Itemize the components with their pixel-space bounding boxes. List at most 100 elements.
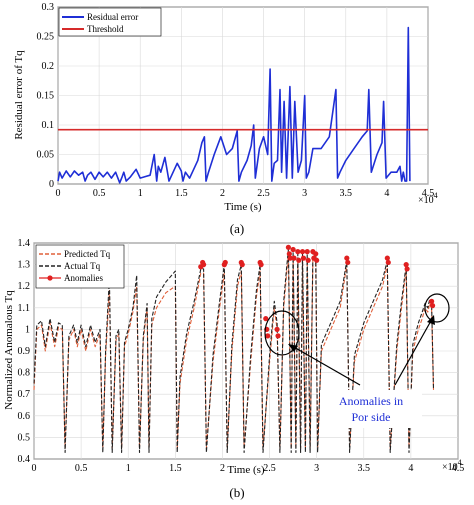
- anomaly-point: [305, 257, 311, 263]
- anomaly-point: [265, 333, 271, 339]
- panel-a-y-tick-label: 0.3: [42, 2, 55, 13]
- annotation-arrow-right: [394, 318, 433, 386]
- panel-a-label: (a): [230, 221, 244, 236]
- anomaly-point: [384, 255, 390, 261]
- arrow-head-right-icon: [427, 315, 435, 325]
- legend-actual-tq-label: Actual Tq: [64, 261, 101, 271]
- panel-b-x-exponent: ×104: [442, 458, 462, 473]
- panel-b-legend-box: [35, 244, 125, 289]
- panel-b-x-tick-label: 3: [314, 463, 319, 474]
- anomaly-point: [275, 333, 281, 339]
- panel-b-x-tick-label: 3.5: [358, 463, 371, 474]
- panel-b-x-tick-label: 4.5: [452, 463, 465, 474]
- panel-a-x-tick-label: 2: [220, 188, 225, 199]
- panel-a-x-tick-label: 4: [384, 188, 389, 199]
- anomaly-point: [304, 249, 310, 255]
- panel-a-y-tick-label: 0.05: [37, 150, 55, 161]
- panel-a-x-ticks: 0 0.5 1 1.5 2 2.5 3 3.5 4 4.5: [56, 188, 435, 199]
- panel-a-y-tick-label: 0.15: [37, 91, 55, 102]
- legend-predicted-tq-label: Predicted Tq: [64, 249, 111, 259]
- anomaly-point: [429, 303, 436, 309]
- panel-b-x-ticks: 0 0.5 1 1.5 2 2.5 3 3.5 4 4.5: [32, 463, 465, 474]
- panel-a-x-exponent: ×104: [418, 191, 438, 206]
- panel-a-x-axis-label: Time (s): [224, 201, 262, 213]
- panel-a-y-ticks: 0 0.05 0.1 0.15 0.2 0.25 0.3: [37, 2, 55, 190]
- panel-b-legend: Predicted Tq Actual Tq Anomalies: [35, 244, 125, 289]
- panel-a-x-tick-label: 1: [138, 188, 143, 199]
- panel-a-y-tick-label: 0.25: [37, 32, 55, 43]
- panel-b-x-tick-label: 2.5: [263, 463, 276, 474]
- anomaly-point: [201, 262, 207, 268]
- panel-a-y-tick-label: 0.2: [42, 61, 55, 72]
- arrow-head-left-icon: [288, 344, 298, 352]
- panel-b-x-tick-label: 2: [220, 463, 225, 474]
- panel-b-y-tick-label: 0.7: [18, 389, 31, 400]
- annotation-arrow-left: [291, 345, 361, 386]
- annotation-line-2: Por side: [352, 410, 391, 424]
- panel-b-y-tick-label: 0.4: [18, 454, 31, 465]
- series-actual-tq: [33, 248, 435, 454]
- panel-b-x-tick-label: 1.5: [169, 463, 182, 474]
- anomaly-point: [295, 249, 301, 255]
- legend-threshold-label: Threshold: [87, 24, 124, 34]
- anomaly-point: [222, 259, 228, 266]
- series-residual-error: [57, 26, 411, 184]
- legend-residual-error-label: Residual error: [87, 12, 138, 22]
- panel-a-x-tick-label: 0.5: [93, 188, 106, 199]
- panel-b-y-tick-label: 0.9: [18, 346, 31, 357]
- panel-b-x-tick-label: 4: [408, 463, 413, 474]
- anomaly-point: [258, 262, 264, 268]
- anomaly-point: [313, 251, 319, 257]
- panel-a-y-tick-label: 0.1: [42, 120, 55, 131]
- panel-b-y-tick-label: 1: [25, 324, 30, 335]
- panel-a-series: [57, 26, 428, 184]
- anomaly-circle-right: [424, 293, 450, 323]
- anomaly-point: [314, 257, 320, 263]
- anomaly-point: [290, 246, 296, 253]
- anomaly-point: [285, 244, 291, 250]
- panel-b-y-tick-label: 0.6: [18, 411, 31, 422]
- panel-b-x-axis-label: Time (s): [227, 464, 265, 476]
- panel-b-y-tick-label: 0.5: [18, 432, 31, 443]
- anomaly-point: [274, 326, 280, 332]
- panel-b-y-tick-label: 1.4: [18, 238, 31, 249]
- panel-a-y-tick-label: 0: [49, 179, 54, 190]
- anomaly-point: [385, 259, 391, 266]
- panel-a-grid: [57, 6, 429, 185]
- panel-a-x-tick-label: 3: [302, 188, 307, 199]
- panel-a-x-tick-label: 3.5: [340, 188, 353, 199]
- panel-b-y-tick-label: 1.2: [18, 281, 31, 292]
- annotation-text-bg: [320, 390, 422, 428]
- panel-b-y-tick-label: 1.3: [18, 260, 31, 271]
- anomaly-point: [291, 255, 297, 261]
- panel-b-label: (b): [229, 485, 244, 500]
- panel-a-x-tick-label: 4.5: [422, 188, 435, 199]
- panel-b-normalized-tq: 0 0.5 1 1.5 2 2.5 3 3.5 4 4.5 0.4 0.5 0.6 0.7 0.8 0.9 1…: [3, 238, 464, 500]
- panel-b-series: [33, 244, 436, 454]
- anomaly-point: [345, 259, 351, 266]
- annotation-line-1: Anomalies in: [339, 394, 403, 408]
- anomaly-point: [263, 316, 269, 322]
- panel-b-x-tick-label: 0: [32, 463, 37, 474]
- panel-b-x-tick-label: 1: [126, 463, 131, 474]
- legend-anomalies-label: Anomalies: [64, 273, 103, 283]
- panel-b-y-ticks: 0.4 0.5 0.6 0.7 0.8 0.9 1 1.1 1.2 1.3 1.4: [18, 238, 31, 465]
- panel-a-legend: Residual error Threshold: [58, 7, 162, 37]
- anomaly-point: [299, 249, 306, 255]
- anomaly-point: [300, 255, 307, 261]
- anomaly-point: [287, 255, 293, 261]
- panel-a-residual-error: 0 0.5 1 1.5 2 2.5 3 3.5 4 4.5 0 0.05 0.1 0.15 0.2 0.25…: [13, 2, 438, 236]
- anomaly-point: [296, 257, 302, 263]
- panel-b-x-tick-label: 0.5: [75, 463, 88, 474]
- anomaly-point: [429, 298, 435, 304]
- panel-a-x-tick-label: 1.5: [175, 188, 188, 199]
- anomaly-point: [404, 266, 410, 272]
- panel-a-x-tick-label: 0: [56, 188, 61, 199]
- panel-a-y-axis-label: Residual error of Tq: [13, 50, 25, 140]
- panel-a-x-tick-label: 2.5: [257, 188, 270, 199]
- anomaly-annotation: Anomalies in Por side: [264, 293, 450, 428]
- anomaly-circle-left: [264, 310, 300, 356]
- anomaly-point: [344, 255, 350, 261]
- panel-b-grid: [33, 242, 459, 460]
